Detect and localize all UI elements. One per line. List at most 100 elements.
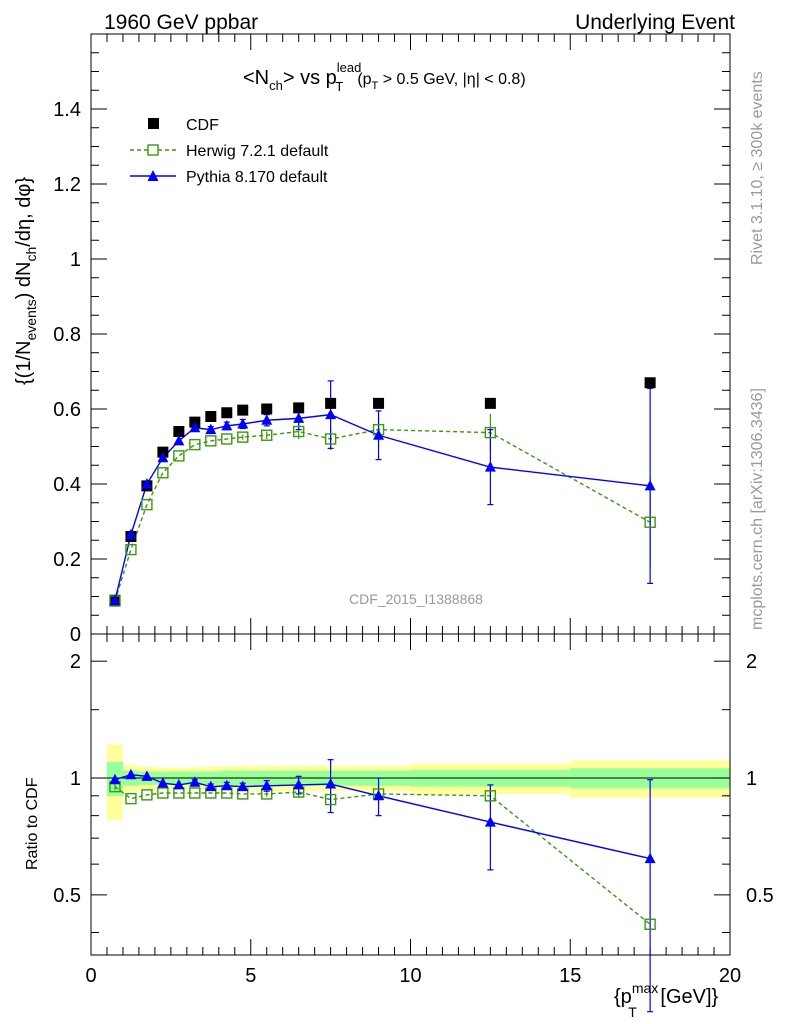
pythia-point bbox=[125, 528, 137, 540]
ratio-pythia-point bbox=[173, 778, 185, 790]
cdf-point bbox=[205, 411, 217, 422]
ratio-pythia-point bbox=[125, 768, 137, 780]
herwig-point bbox=[644, 516, 656, 528]
ratio-pythia-point bbox=[157, 777, 169, 788]
ylabel-part-c: /dη, dφ} bbox=[13, 177, 35, 247]
legend-cdf-label: CDF bbox=[186, 117, 219, 134]
ylabel-part-b: ) dN bbox=[13, 261, 35, 299]
x-tick-label: 0 bbox=[85, 965, 96, 987]
main-y-tick-label: 1.2 bbox=[53, 174, 81, 196]
main-y-tick-label: 0.6 bbox=[53, 399, 81, 421]
ratio-pythia-point bbox=[484, 816, 496, 827]
herwig-point bbox=[189, 438, 201, 451]
title-part-b-sup: lead bbox=[337, 60, 362, 75]
xlabel-part-b: [GeV]} bbox=[655, 986, 719, 1008]
xlabel-part-a-sub: T bbox=[628, 1004, 637, 1020]
herwig-line bbox=[114, 428, 651, 602]
xlabel-part-a-sup: max bbox=[632, 980, 658, 996]
legend-pythia-marker bbox=[147, 170, 159, 181]
herwig-point bbox=[221, 433, 233, 445]
ratio-herwig-point bbox=[141, 789, 153, 801]
legend-pythia-label: Pythia 8.170 default bbox=[186, 169, 328, 186]
title-part-a-sub: ch bbox=[269, 78, 283, 93]
herwig-point bbox=[237, 431, 249, 443]
ylabel-part-a: {(1/N bbox=[13, 341, 35, 385]
ylabel-part-b-sub: ch bbox=[23, 247, 39, 262]
title-part-c-sub: T bbox=[372, 80, 379, 92]
ratio-pythia-point bbox=[141, 770, 153, 781]
pythia-point bbox=[157, 451, 169, 463]
pythia-point bbox=[261, 414, 273, 425]
pythia-point bbox=[173, 434, 185, 446]
title-part-d: > 0.5 GeV, |η| < 0.8) bbox=[378, 71, 525, 88]
title-part-b-sub: T bbox=[335, 79, 343, 94]
herwig-point bbox=[261, 429, 273, 441]
x-axis-label: {pmax T [GeV]} bbox=[614, 980, 719, 1020]
ratio-pythia-point bbox=[325, 778, 337, 789]
cdf-point bbox=[325, 397, 337, 409]
pythia-point bbox=[237, 418, 249, 429]
ratio-tick-labels: 0.5 0.51 12 20 5 10 15 20 bbox=[53, 651, 774, 987]
ratio-pythia-point bbox=[205, 780, 217, 792]
ratio-pythia-point bbox=[189, 776, 201, 787]
ratio-y-tick-label: 0.5 bbox=[53, 885, 81, 907]
ratio-pythia-point bbox=[261, 779, 273, 791]
rivet-label: Rivet 3.1.10, ≥ 300k events bbox=[749, 71, 766, 265]
herwig-point bbox=[205, 435, 217, 447]
title-part-c: (p bbox=[357, 71, 371, 88]
cdf-point bbox=[293, 402, 305, 414]
ratio-y-tick-label: 1 bbox=[70, 768, 81, 790]
title-part-a: <N bbox=[243, 67, 269, 89]
main-y-label: {(1/Nevents) dNch/dη, dφ} bbox=[13, 177, 39, 385]
cdf-point bbox=[221, 407, 233, 419]
ratio-pythia-point bbox=[373, 789, 385, 801]
pythia-point bbox=[205, 423, 217, 435]
legend: CDF Herwig 7.2.1 default Pythia 8.170 de… bbox=[130, 117, 329, 186]
pythia-point bbox=[141, 478, 153, 489]
pythia-point bbox=[221, 419, 233, 431]
cdf-point bbox=[173, 426, 185, 437]
pythia-point bbox=[189, 421, 201, 433]
x-tick-label: 15 bbox=[559, 965, 581, 987]
ratio-pythia-point bbox=[221, 779, 233, 791]
title-part-b: > vs p bbox=[283, 67, 337, 89]
legend-herwig-label: Herwig 7.2.1 default bbox=[186, 143, 329, 160]
header-right: Underlying Event bbox=[575, 11, 735, 34]
cdf-point bbox=[261, 403, 273, 415]
ratio-herwig-point bbox=[644, 918, 656, 930]
ratio-pythia-point bbox=[109, 773, 121, 785]
cdf-point bbox=[644, 377, 656, 389]
main-y-tick-label: 0.8 bbox=[53, 324, 81, 346]
ratio-herwig-point bbox=[484, 790, 497, 802]
header-left: 1960 GeV ppbar bbox=[104, 11, 258, 34]
mcplots-label: mcplots.cern.ch [arXiv:1306.3436] bbox=[749, 388, 766, 630]
chart-title: <Nch> vs plead T (pT > 0.5 GeV, |η| < 0.8) bbox=[243, 60, 526, 94]
ratio-bands bbox=[106, 744, 730, 820]
ratio-panel: 0.5 0.51 12 20 5 10 15 20 Ratio to CDF {pmax T [… bbox=[24, 633, 774, 1020]
x-tick-label: 20 bbox=[719, 965, 741, 987]
herwig-point bbox=[484, 426, 497, 439]
herwig-point bbox=[157, 467, 169, 479]
ratio-y-tick-label-right: 0.5 bbox=[746, 885, 774, 907]
main-y-tick-label: 0 bbox=[70, 624, 81, 646]
x-tick-label: 10 bbox=[399, 965, 421, 987]
ratio-pythia-point bbox=[644, 852, 656, 864]
ratio-pythia-point bbox=[237, 780, 249, 792]
herwig-point bbox=[324, 433, 337, 445]
ratio-y-label: Ratio to CDF bbox=[24, 777, 41, 870]
herwig-point bbox=[292, 425, 305, 438]
main-y-tick-label: 1.4 bbox=[53, 99, 81, 121]
ratio-frame bbox=[90, 633, 731, 956]
ratio-herwig-point bbox=[125, 792, 137, 805]
herwig-point bbox=[173, 450, 185, 462]
pythia-point bbox=[484, 461, 496, 472]
pythia-point bbox=[373, 429, 385, 440]
ylabel-part-a-sub: events bbox=[23, 299, 39, 340]
ratio-y-tick-label: 2 bbox=[70, 651, 81, 673]
cdf-point bbox=[237, 404, 249, 416]
ratio-herwig-point bbox=[189, 787, 201, 799]
main-y-tick-label: 0.4 bbox=[53, 474, 81, 496]
ratio-series bbox=[109, 759, 656, 1013]
legend-herwig-marker bbox=[147, 144, 159, 156]
